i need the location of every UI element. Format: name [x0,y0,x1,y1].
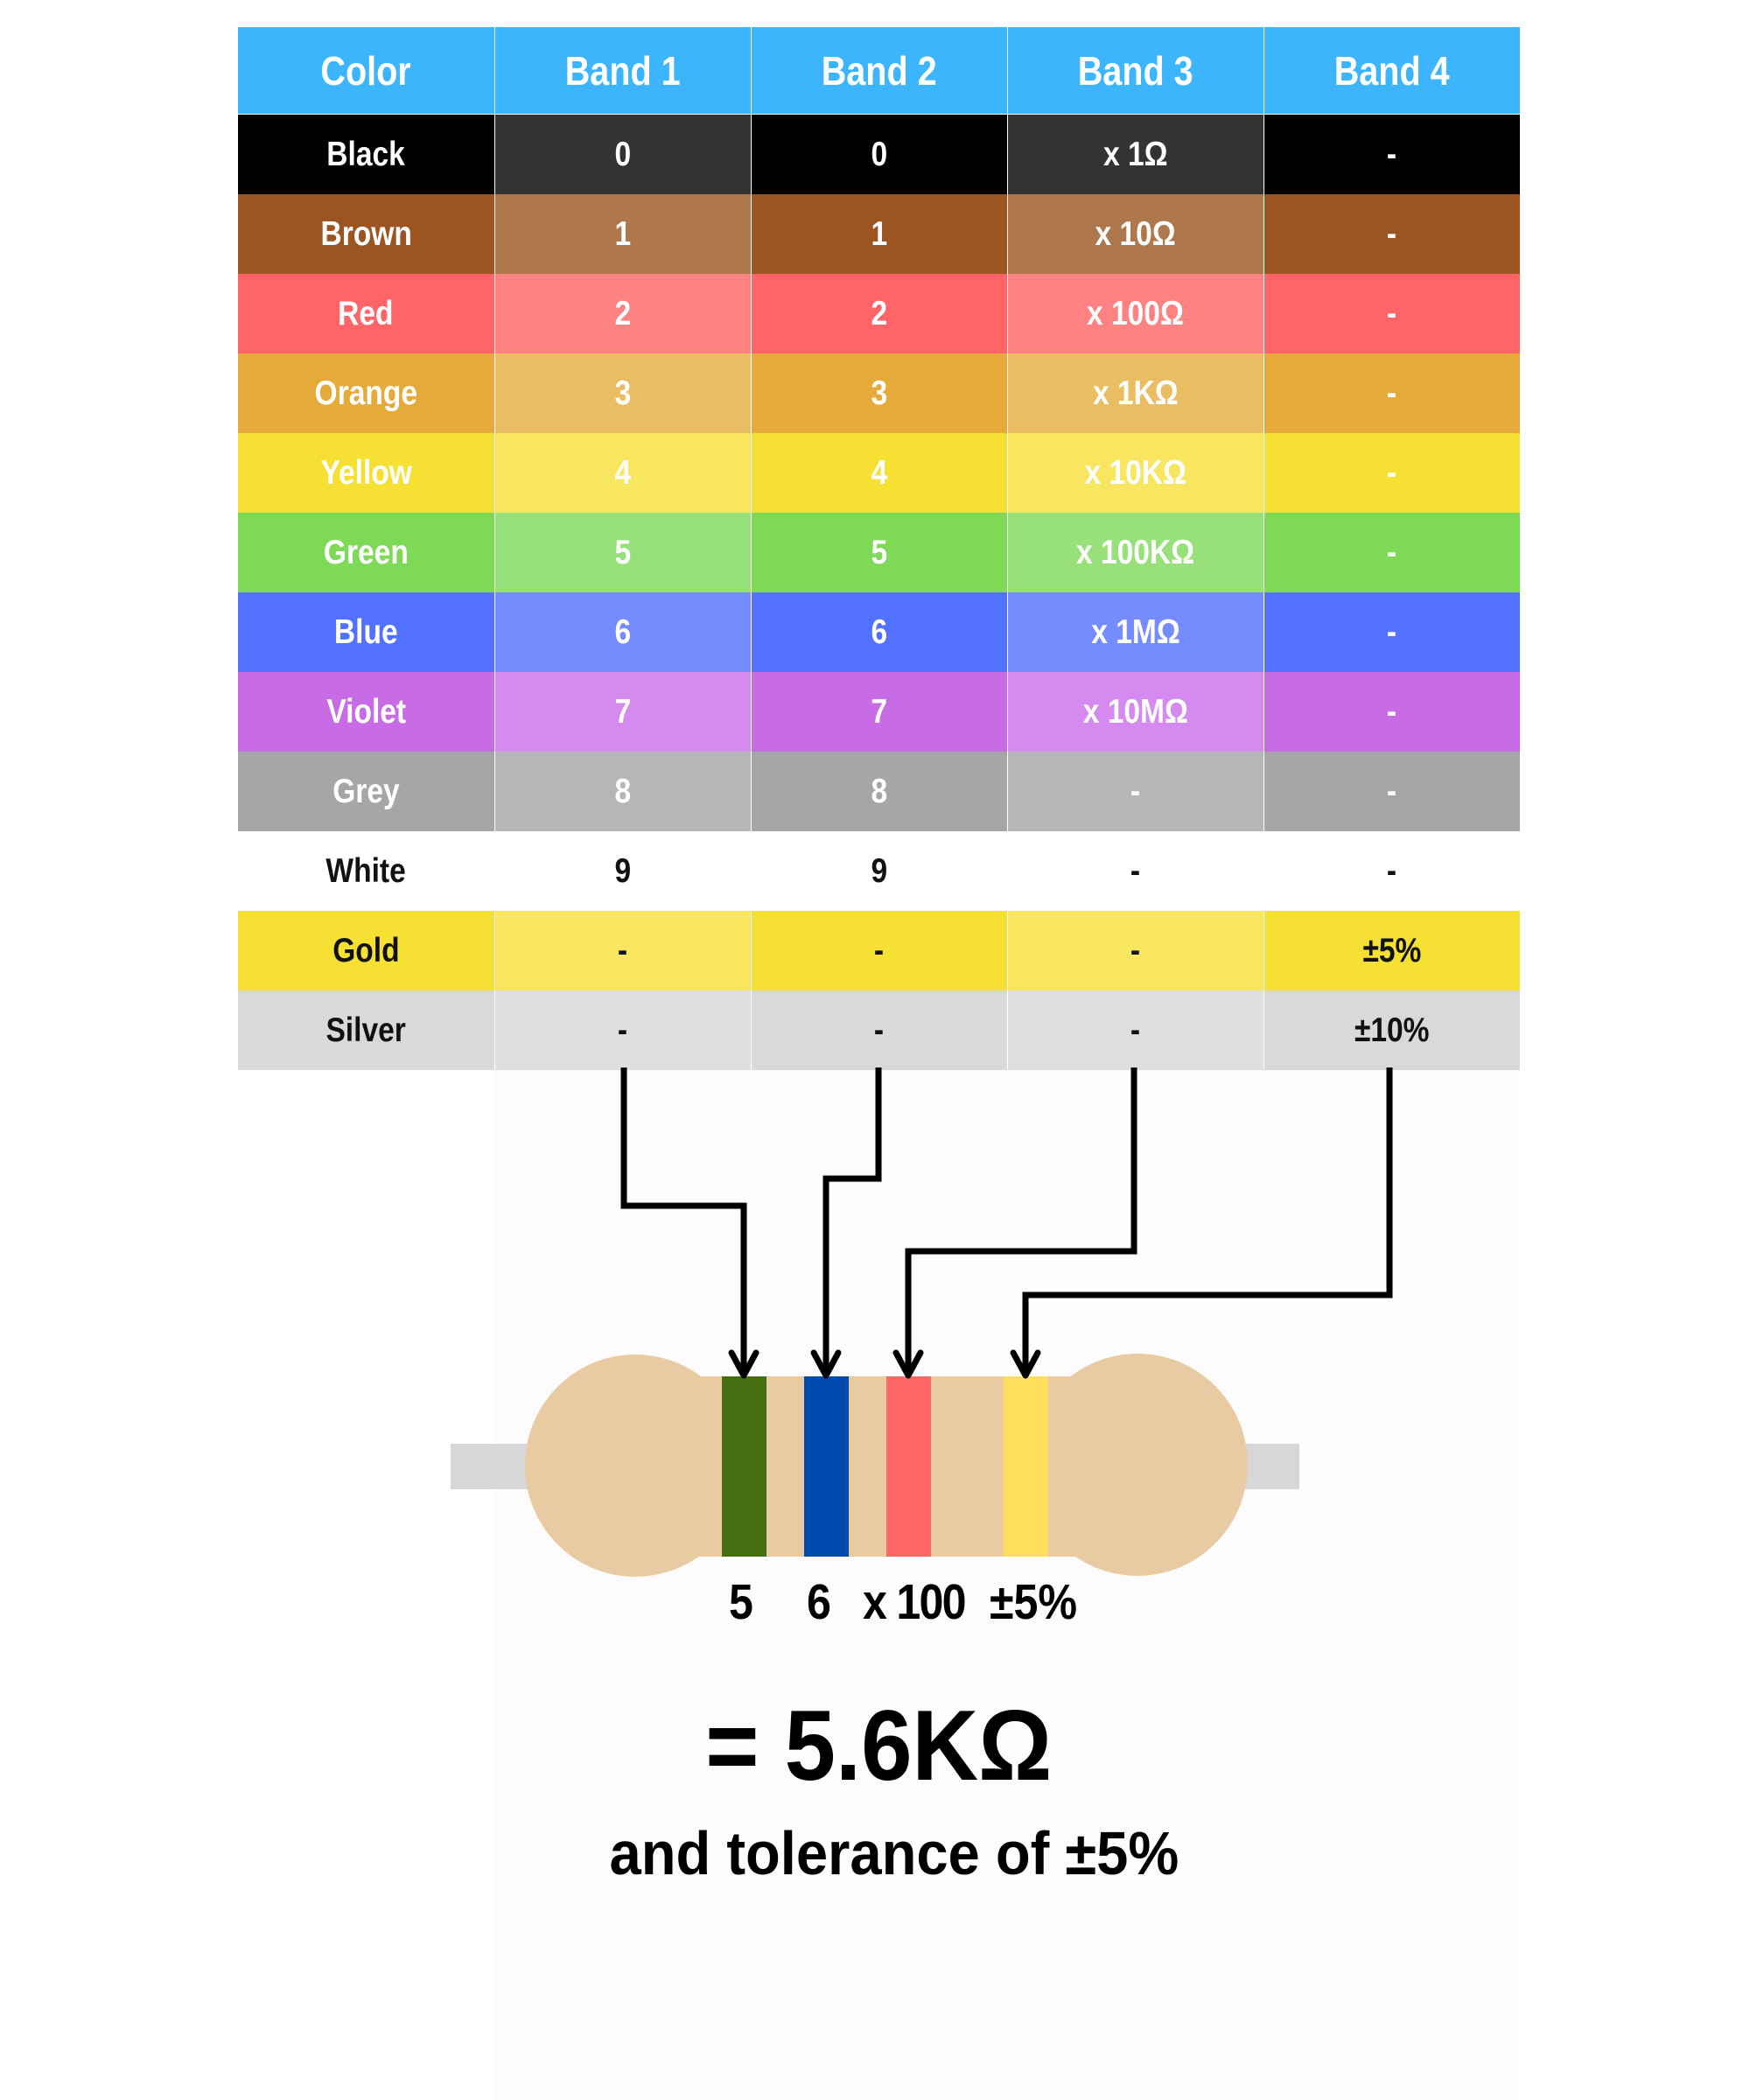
band-4-cell: ±5% [1264,911,1520,990]
band-3-label: x 100 [863,1574,966,1630]
band-1-cell: 6 [494,592,752,672]
color-name-cell: White [238,831,495,911]
band-4-cell: - [1264,274,1520,354]
band-1-cell: - [494,911,752,990]
table-row-silver: Silver - - - ±10% [238,990,1520,1070]
band-4-label: ±5% [990,1574,1078,1630]
band-2-cell: 6 [751,592,1008,672]
band-4-cell: - [1264,752,1520,831]
band-1-cell: 0 [494,114,752,194]
band-4-cell: - [1264,194,1520,274]
table-row-violet: Violet 7 7 x 10MΩ - [238,672,1520,752]
band-3-cell: - [1007,911,1264,990]
band-2-cell: 7 [751,672,1008,752]
tolerance-result: and tolerance of ±5% [609,1819,1180,1887]
band-1-label: 5 [729,1574,753,1630]
band-2-cell: 8 [751,752,1008,831]
band-3-cell: x 10MΩ [1007,672,1264,752]
resistor-color-code-table: Color Band 1 Band 2 Band 3 Band 4 Black 0… [238,27,1520,1070]
color-name-cell: Brown [238,194,495,274]
band-2-cell: 2 [751,274,1008,354]
band-value-labels: 5 6 x 100 ±5% [0,1573,1750,1634]
band-1-cell: 8 [494,752,752,831]
table-header-row: Color Band 1 Band 2 Band 3 Band 4 [238,27,1520,115]
column-header-color: Color [238,27,495,115]
band-3-cell: x 10KΩ [1007,433,1264,513]
band-2-cell: 3 [751,354,1008,433]
band-2-cell: - [751,911,1008,990]
band-2-cell: 0 [751,114,1008,194]
band-2-cell: 5 [751,513,1008,592]
band-4-cell: - [1264,354,1520,433]
band-1-cell: 1 [494,194,752,274]
band-3-cell: - [1007,831,1264,911]
color-name-cell: Red [238,274,495,354]
band-1-cell: 9 [494,831,752,911]
band-3-cell: x 1KΩ [1007,354,1264,433]
table-row-white: White 9 9- - [238,831,1520,911]
color-name-cell: Silver [238,990,495,1070]
band-4-cell: - [1264,433,1520,513]
band-4-cell: - [1264,831,1520,911]
band-2-label: 6 [807,1574,831,1630]
band-1-cell: 4 [494,433,752,513]
band-3-cell: - [1007,990,1264,1070]
band-1-cell: 3 [494,354,752,433]
table-row-yellow: Yellow 4 4 x 10KΩ - [238,433,1520,513]
table-row-gold: Gold - - - ±5% [238,911,1520,990]
color-name-cell: Gold [238,911,495,990]
color-name-cell: Blue [238,592,495,672]
band-1-cell: 7 [494,672,752,752]
band-2-cell: 4 [751,433,1008,513]
band-4-cell: - [1264,672,1520,752]
table-body: Black 0 0 x 1Ω - Brown 1 1 x 10Ω - Red 2 2 x 100Ω - Ora… [238,114,1520,1070]
resistance-result: = 5.6KΩ [704,1690,1053,1802]
band-3-cell: x 10Ω [1007,194,1264,274]
table-row-brown: Brown 1 1 x 10Ω - [238,194,1520,274]
color-name-cell: Grey [238,752,495,831]
column-header-band-4: Band 4 [1264,27,1520,115]
band-1-cell: - [494,990,752,1070]
column-header-band-3: Band 3 [1007,27,1264,115]
table-row-orange: Orange 3 3 x 1KΩ - [238,354,1520,433]
band-1-cell: 2 [494,274,752,354]
band-4-cell: - [1264,592,1520,672]
color-name-cell: Green [238,513,495,592]
column-header-band-2: Band 2 [751,27,1008,115]
band-3-cell: - [1007,752,1264,831]
color-name-cell: Yellow [238,433,495,513]
band-3-cell: x 1Ω [1007,114,1264,194]
band-3-cell: x 1MΩ [1007,592,1264,672]
band-1-cell: 5 [494,513,752,592]
band-4-cell: ±10% [1264,990,1520,1070]
table-row-red: Red 2 2 x 100Ω - [238,274,1520,354]
band-3-cell: x 100Ω [1007,274,1264,354]
color-name-cell: Orange [238,354,495,433]
table-row-grey: Grey 8 8- - [238,752,1520,831]
column-header-band-1: Band 1 [494,27,752,115]
color-name-cell: Violet [238,672,495,752]
table-row-blue: Blue 6 6 x 1MΩ - [238,592,1520,672]
band-2-cell: - [751,990,1008,1070]
band-3-cell: x 100KΩ [1007,513,1264,592]
band-4-cell: - [1264,513,1520,592]
band-4-cell: - [1264,114,1520,194]
band-2-cell: 9 [751,831,1008,911]
color-name-cell: Black [238,114,495,194]
table-row-green: Green 5 5 x 100KΩ - [238,513,1520,592]
table-row-black: Black 0 0 x 1Ω - [238,114,1520,194]
band-2-cell: 1 [751,194,1008,274]
